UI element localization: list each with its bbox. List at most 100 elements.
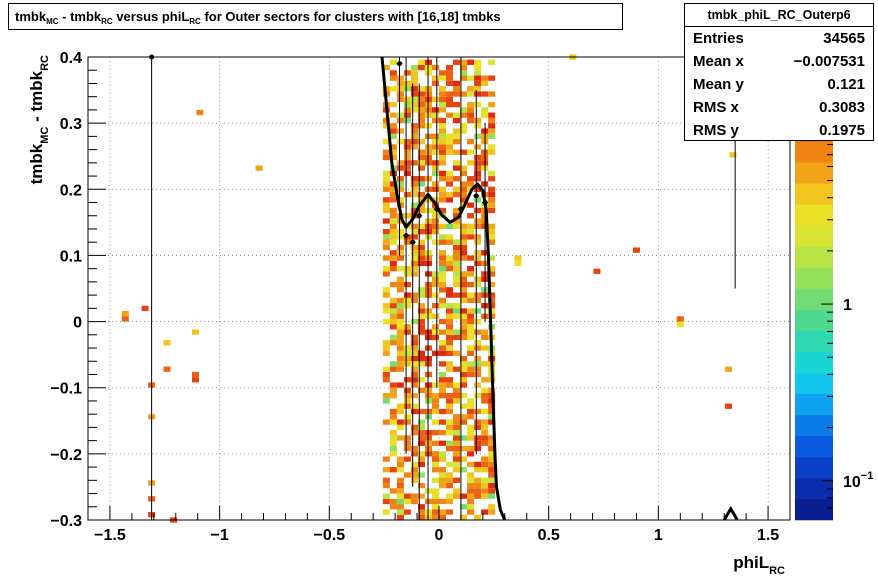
histogram-bin xyxy=(389,181,397,187)
histogram-bin xyxy=(460,297,468,304)
histogram-bin xyxy=(446,292,454,298)
histogram-bin xyxy=(453,86,461,92)
histogram-bin xyxy=(382,498,390,505)
histogram-bin xyxy=(467,408,475,415)
histogram-bin xyxy=(382,308,390,314)
histogram-bin xyxy=(396,340,404,346)
histogram-bin xyxy=(488,239,496,245)
palette-tick-base: 1 xyxy=(843,297,852,314)
histogram-bin xyxy=(460,419,468,425)
histogram-bin xyxy=(389,186,397,192)
histogram-bin xyxy=(439,393,447,399)
histogram-bin xyxy=(403,139,411,145)
histogram-bin xyxy=(467,424,475,431)
histogram-bin xyxy=(382,117,390,124)
title-part: for Outer sectors for clusters with [16,… xyxy=(200,9,501,24)
histogram-bin xyxy=(403,86,411,92)
histogram-bin xyxy=(474,281,482,288)
histogram-bin xyxy=(474,250,482,256)
histogram-bin xyxy=(403,414,411,420)
histogram-bin xyxy=(481,329,489,335)
histogram-bin xyxy=(431,477,439,483)
x-tick-label: −1.5 xyxy=(94,527,126,544)
histogram-bin xyxy=(382,340,390,346)
histogram-bin xyxy=(431,430,439,436)
palette-swatch xyxy=(795,225,833,247)
histogram-bin xyxy=(481,430,489,436)
histogram-bin xyxy=(410,445,418,452)
histogram-bin xyxy=(453,133,461,140)
histogram-bin xyxy=(725,366,733,372)
histogram-bin xyxy=(410,297,418,304)
histogram-bin xyxy=(488,504,496,510)
histogram-bin xyxy=(382,266,390,272)
histogram-bin xyxy=(474,488,482,494)
x-tick-label: 1 xyxy=(654,527,663,544)
histogram-bin xyxy=(439,297,447,304)
histogram-bin xyxy=(410,107,418,113)
histogram-bin xyxy=(460,393,468,399)
histogram-bin xyxy=(382,393,390,399)
palette-swatch xyxy=(795,456,833,479)
histogram-bin xyxy=(481,424,489,431)
histogram-bin xyxy=(403,101,411,108)
histogram-bin xyxy=(488,170,496,177)
histogram-bin xyxy=(410,430,418,436)
histogram-bin xyxy=(417,504,425,510)
histogram-bin xyxy=(467,112,475,118)
histogram-bin xyxy=(382,149,390,155)
histogram-bin xyxy=(417,377,425,383)
histogram-bin xyxy=(453,334,461,341)
histogram-bin xyxy=(396,91,404,97)
histogram-bin xyxy=(396,165,404,171)
histogram-bin xyxy=(121,310,129,317)
histogram-bin xyxy=(446,64,454,71)
histogram-bin xyxy=(474,170,482,177)
histogram-bin xyxy=(389,149,397,155)
histogram-bin xyxy=(410,133,418,140)
histogram-bin xyxy=(439,482,447,489)
histogram-bin xyxy=(396,408,404,415)
histogram-bin xyxy=(453,59,461,65)
y-tick-label: 0.3 xyxy=(60,116,82,133)
histogram-bin xyxy=(439,234,447,240)
histogram-bin xyxy=(453,149,461,155)
histogram-bin xyxy=(453,477,461,483)
histogram-bin xyxy=(474,514,482,520)
histogram-bin xyxy=(389,430,397,436)
histogram-bin xyxy=(514,260,522,267)
histogram-bin xyxy=(431,419,439,425)
histogram-bin xyxy=(417,107,425,113)
histogram-bin xyxy=(396,234,404,240)
y-axis-label-middle: - tmbk xyxy=(27,70,46,126)
histogram-bin xyxy=(460,403,468,409)
histogram-bin xyxy=(439,287,447,293)
histogram-bin xyxy=(488,128,496,134)
histogram-bin xyxy=(460,91,468,97)
histogram-bin xyxy=(396,228,404,235)
histogram-bin xyxy=(439,281,447,288)
histogram-bin xyxy=(417,424,425,431)
histogram-bin xyxy=(446,419,454,425)
histogram-bin xyxy=(431,504,439,510)
histogram-bin xyxy=(453,419,461,425)
histogram-bin xyxy=(389,266,397,272)
histogram-bin xyxy=(389,218,397,224)
histogram-bin xyxy=(488,303,496,309)
histogram-bin xyxy=(488,419,496,425)
histogram-bin xyxy=(439,186,447,192)
histogram-bin xyxy=(403,403,411,409)
histogram-bin xyxy=(417,86,425,92)
histogram-bin xyxy=(725,403,733,409)
palette-tick-label: 1 xyxy=(843,297,852,314)
histogram-bin xyxy=(453,91,461,97)
histogram-bin xyxy=(410,255,418,261)
histogram-bin xyxy=(467,329,475,335)
histogram-bin xyxy=(431,96,439,102)
histogram-bin xyxy=(389,440,397,446)
histogram-bin xyxy=(474,482,482,489)
histogram-bin xyxy=(403,107,411,113)
histogram-bin xyxy=(403,493,411,499)
histogram-bin xyxy=(389,366,397,372)
